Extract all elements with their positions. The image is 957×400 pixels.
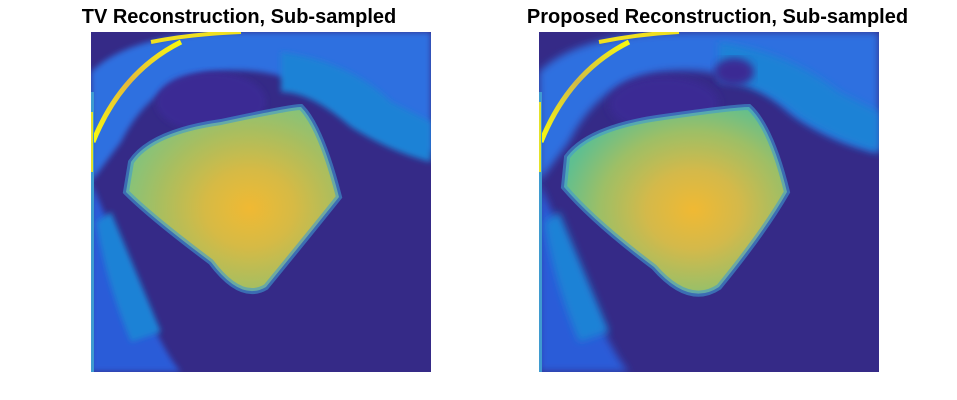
proposed-reconstruction-heatmap: [539, 32, 879, 372]
tv-reconstruction-image: [91, 32, 431, 372]
panel-title-tv: TV Reconstruction, Sub-sampled: [81, 6, 397, 28]
panel-tv-reconstruction: TV Reconstruction, Sub-sampled: [0, 0, 478, 400]
panel-title-proposed: Proposed Reconstruction, Sub-sampled: [526, 6, 909, 28]
panel-proposed-reconstruction: Proposed Reconstruction, Sub-sampled: [478, 0, 957, 400]
tv-reconstruction-heatmap: [91, 32, 431, 372]
proposed-reconstruction-image: [539, 32, 879, 372]
